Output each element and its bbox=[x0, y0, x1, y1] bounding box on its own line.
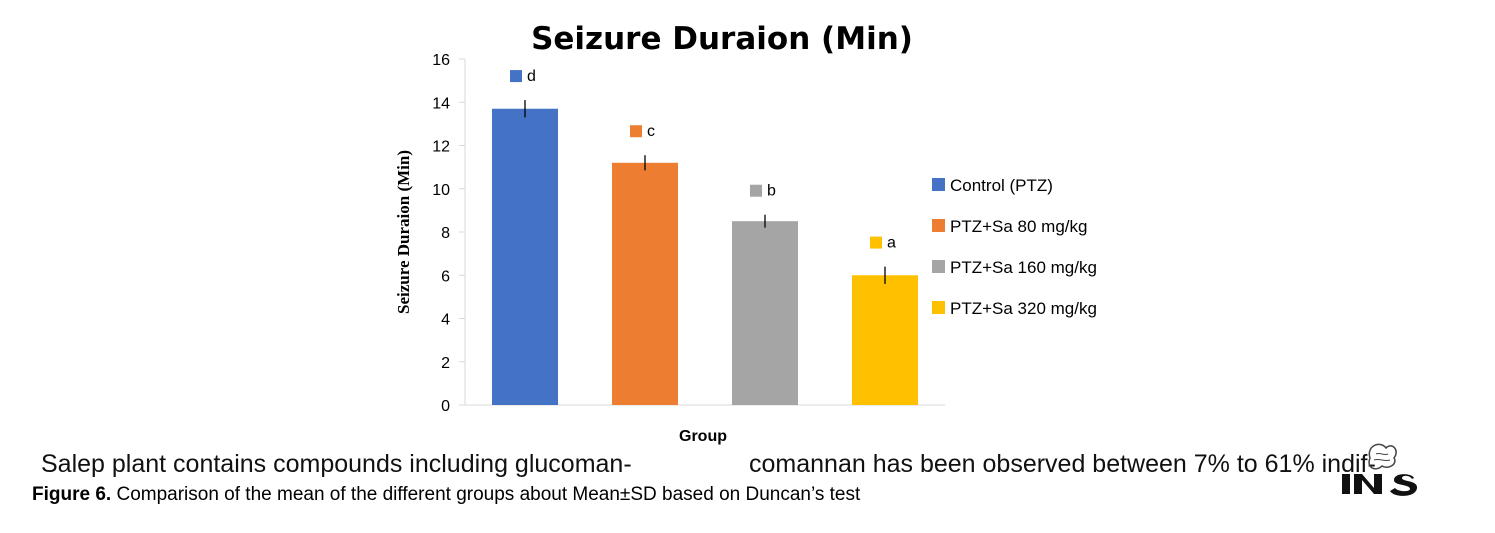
y-tick-label: 16 bbox=[432, 52, 450, 69]
y-axis-label: Seizure Duraion (Min) bbox=[394, 150, 413, 314]
chart-title: Seizure Duraion (Min) bbox=[531, 21, 913, 57]
y-tick-label: 14 bbox=[432, 95, 450, 112]
y-axis-ticks: 0 2 4 6 8 10 12 14 16 bbox=[432, 52, 465, 415]
data-label-marker bbox=[870, 236, 882, 249]
body-text-right: comannan has been observed between 7% to… bbox=[749, 450, 1376, 478]
y-tick-label: 4 bbox=[441, 312, 450, 329]
bars: d c b a bbox=[492, 68, 918, 406]
legend-label: PTZ+Sa 80 mg/kg bbox=[950, 217, 1087, 236]
legend-swatch bbox=[932, 219, 945, 232]
data-label-marker bbox=[630, 125, 642, 138]
legend-label: Control (PTZ) bbox=[950, 176, 1053, 195]
data-label-marker bbox=[750, 184, 762, 197]
y-tick-label: 0 bbox=[441, 398, 450, 415]
legend: Control (PTZ) PTZ+Sa 80 mg/kg PTZ+Sa 160 m… bbox=[932, 176, 1097, 318]
figure-caption: Figure 6. Comparison of the mean of the … bbox=[32, 484, 860, 506]
figure-caption-text: Comparison of the mean of the different … bbox=[111, 484, 861, 505]
journal-logo bbox=[1342, 443, 1418, 496]
bar bbox=[612, 162, 678, 405]
y-tick-label: 6 bbox=[441, 268, 450, 285]
data-label: a bbox=[887, 235, 896, 252]
data-label: d bbox=[527, 68, 536, 85]
legend-label: PTZ+Sa 160 mg/kg bbox=[950, 258, 1097, 277]
x-axis-label: Group bbox=[679, 428, 727, 445]
y-tick-label: 8 bbox=[441, 225, 450, 242]
legend-swatch bbox=[932, 178, 945, 191]
data-label: c bbox=[647, 123, 655, 140]
legend-swatch bbox=[932, 260, 945, 273]
data-label-marker bbox=[510, 70, 522, 83]
y-tick-label: 10 bbox=[432, 182, 450, 199]
figure-caption-label: Figure 6. bbox=[32, 484, 112, 505]
legend-swatch bbox=[932, 301, 945, 314]
body-text: Salep plant contains compounds including… bbox=[41, 450, 1376, 479]
bar bbox=[492, 108, 558, 406]
legend-label: PTZ+Sa 320 mg/kg bbox=[950, 299, 1097, 318]
y-tick-label: 2 bbox=[441, 355, 450, 372]
bar bbox=[732, 221, 798, 405]
bar bbox=[852, 275, 918, 405]
data-label: b bbox=[767, 183, 776, 200]
body-text-left: Salep plant contains compounds including… bbox=[41, 450, 632, 478]
y-tick-label: 12 bbox=[432, 139, 450, 156]
